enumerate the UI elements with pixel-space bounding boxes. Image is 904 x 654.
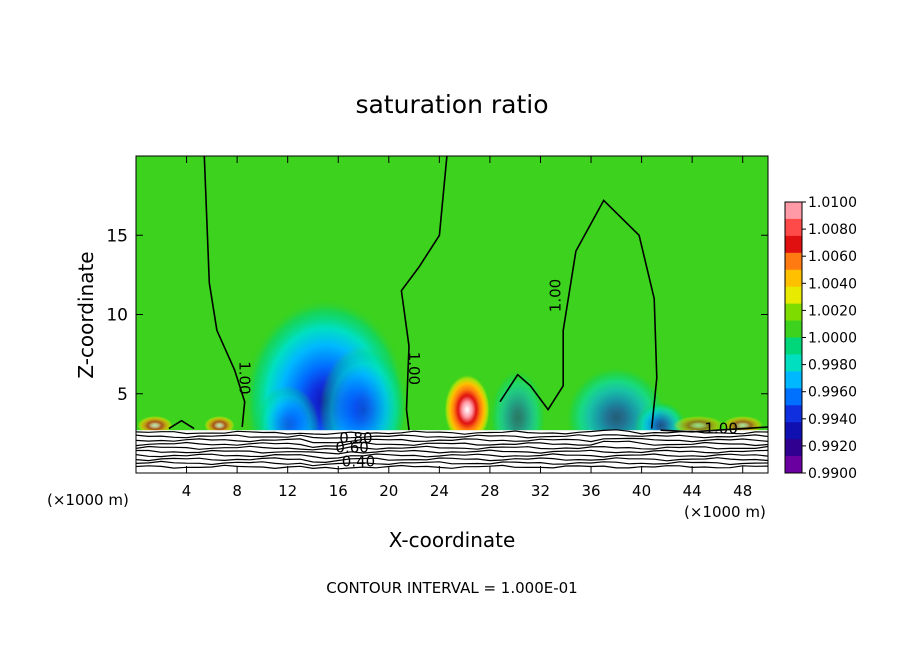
- moist-region-6: [444, 374, 490, 445]
- terrain-contour-1: [136, 434, 768, 439]
- contour-label: 0.60: [335, 438, 368, 456]
- contour-labels: 1.00 1.00 1.00 1.00 0.800.600.40: [236, 279, 738, 471]
- contour-label: 0.40: [342, 453, 375, 471]
- x-unit-right: (×1000 m): [684, 503, 766, 521]
- contour-1-00-4: [168, 419, 195, 430]
- colorbar-label: 0.9940: [808, 412, 857, 428]
- x-tick-label: 12: [278, 482, 297, 500]
- colorbar-label: 0.9960: [808, 385, 857, 401]
- colorbar-label: 1.0060: [808, 249, 857, 265]
- colorbar-label: 0.9900: [808, 466, 857, 482]
- colorbar-swatch: [785, 422, 802, 440]
- colorbar-swatch: [785, 303, 802, 322]
- colorbar-label: 0.9980: [808, 358, 857, 374]
- x-tick-label: 4: [182, 482, 192, 500]
- colorbar-swatch: [785, 439, 802, 457]
- colorbar-swatch: [785, 354, 802, 372]
- x-axis-label: X-coordinate: [389, 528, 516, 552]
- x-tick-label: 16: [329, 482, 348, 500]
- x-tick-label: 44: [683, 482, 702, 500]
- contour-label: 1.00: [704, 419, 737, 437]
- terrain-contour-2: [136, 437, 768, 444]
- terrain-contour-4: [136, 445, 768, 451]
- contour-label: 0.80: [339, 429, 372, 447]
- contour-label: 1.00: [236, 361, 254, 394]
- colorbar: 1.0100 1.0080 1.0060 1.0040 1.0020 1.0000 0.99…: [784, 195, 857, 482]
- x-unit-left: (×1000 m): [47, 491, 129, 509]
- y-tick-label: 15: [106, 226, 128, 246]
- colorbar-swatch: [785, 405, 802, 423]
- colorbar-label: 1.0020: [808, 303, 857, 319]
- contour-1-00-2: [400, 156, 448, 431]
- terrain-contour-6: [136, 453, 768, 460]
- terrain-contour-0: [136, 429, 768, 436]
- x-tick-label: 32: [531, 482, 550, 500]
- x-axis: 4 8 12 16 20 24 28 32 36 40 44 48: [182, 156, 752, 500]
- x-tick-label: 8: [232, 482, 242, 500]
- colorbar-label: 1.0000: [808, 331, 857, 347]
- x-tick-label: 28: [480, 482, 499, 500]
- colorbar-label: 1.0040: [808, 276, 857, 292]
- x-tick-label: 20: [379, 482, 398, 500]
- y-axis: 5 10 15: [106, 226, 768, 405]
- colorbar-swatch: [785, 202, 802, 220]
- y-tick-label: 5: [117, 385, 128, 405]
- colorbar-swatch: [785, 388, 802, 406]
- plot-area: [136, 156, 768, 473]
- contour-lines: [136, 156, 768, 470]
- x-tick-label: 36: [581, 482, 600, 500]
- x-tick-label: 48: [733, 482, 752, 500]
- x-tick-label: 24: [430, 482, 449, 500]
- contour-interval-note: CONTOUR INTERVAL = 1.000E-01: [326, 579, 577, 597]
- y-tick-label: 10: [106, 306, 128, 326]
- terrain-contour-3: [136, 440, 768, 449]
- colorbar-label: 1.0080: [808, 222, 857, 238]
- colorbar-swatch: [785, 371, 802, 389]
- chart-title: saturation ratio: [355, 90, 548, 119]
- contour-1-00-3: [499, 199, 658, 429]
- terrain-contour-7: [136, 457, 768, 464]
- colorbar-label: 1.0100: [808, 195, 857, 211]
- contour-label: 1.00: [405, 352, 423, 385]
- colorbar-swatch: [785, 456, 802, 474]
- y-axis-label: Z-coordinate: [74, 251, 98, 378]
- terrain-contour-9: [136, 464, 768, 470]
- colorbar-swatch: [785, 218, 802, 237]
- colorbar-swatch: [785, 320, 802, 338]
- contour-label: 1.00: [547, 279, 565, 312]
- colorbar-swatch: [785, 252, 802, 271]
- x-tick-label: 40: [632, 482, 651, 500]
- colorbar-swatch: [785, 286, 802, 305]
- colorbar-swatch: [785, 269, 802, 288]
- contour-1-00-1: [203, 156, 246, 428]
- colorbar-swatch: [785, 337, 802, 355]
- colorbar-swatch: [785, 235, 802, 254]
- colorbar-label: 0.9920: [808, 439, 857, 455]
- terrain-contour-5: [136, 449, 768, 455]
- terrain-contour-8: [136, 460, 768, 467]
